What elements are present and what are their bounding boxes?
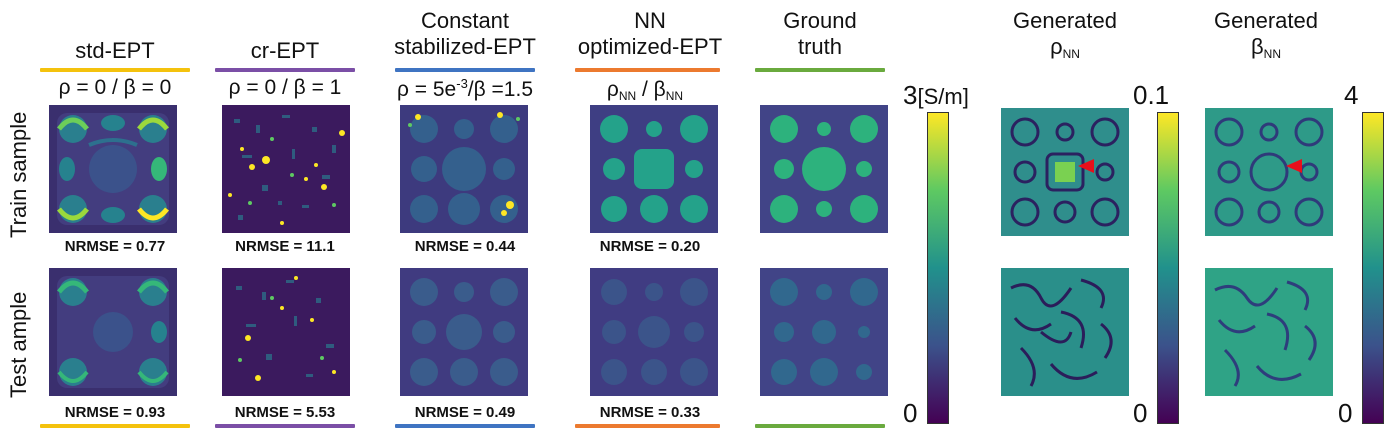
test-constant-ept-image bbox=[400, 268, 528, 396]
test-cr-ept-image bbox=[222, 268, 350, 396]
param-constant-ept: ρ = 5e-3/β =1.5 bbox=[396, 76, 534, 101]
row-label-train: Train sample bbox=[6, 111, 31, 238]
test-nrmse-nn: NRMSE = 0.33 bbox=[599, 404, 701, 421]
bottom-underline-constant bbox=[395, 424, 535, 428]
rho-red-arrow bbox=[1078, 159, 1094, 173]
train-std-ept-image bbox=[49, 105, 177, 233]
rho-nn-test-map bbox=[1001, 268, 1129, 396]
header-nn-optimized-ept: NN optimized-EPT bbox=[577, 8, 723, 59]
train-nrmse-nn: NRMSE = 0.20 bbox=[599, 238, 701, 255]
bottom-underline-nn bbox=[575, 424, 720, 428]
test-nrmse-cr: NRMSE = 5.53 bbox=[234, 404, 336, 421]
underline-nn-ept bbox=[575, 68, 720, 72]
header-constant-stabilized-ept: Constant stabilized-EPT bbox=[394, 8, 536, 59]
beta-nn-test-map bbox=[1205, 268, 1333, 396]
train-nrmse-std: NRMSE = 0.77 bbox=[64, 238, 166, 255]
train-nn-ept-image bbox=[590, 105, 718, 233]
test-nrmse-constant: NRMSE = 0.49 bbox=[414, 404, 516, 421]
beta-red-arrow bbox=[1286, 159, 1302, 173]
rho-nn-train-map bbox=[1001, 108, 1129, 236]
train-constant-ept-image bbox=[400, 105, 528, 233]
train-ground-truth-image bbox=[760, 105, 888, 233]
test-std-ept-image bbox=[49, 268, 177, 396]
train-nrmse-cr: NRMSE = 11.1 bbox=[235, 238, 335, 255]
conductivity-colorbar-max: 3[S/m] bbox=[903, 80, 969, 110]
train-cr-ept-image bbox=[222, 105, 350, 233]
beta-colorbar-min: 0 bbox=[1338, 398, 1353, 428]
row-label-test: Test ample bbox=[6, 291, 31, 398]
header-ground-truth: Ground truth bbox=[783, 8, 857, 59]
param-cr-ept: ρ = 0 / β = 1 bbox=[228, 76, 342, 99]
header-cr-ept: cr-EPT bbox=[250, 38, 320, 63]
beta-colorbar bbox=[1362, 112, 1384, 424]
bottom-underline-std bbox=[40, 424, 190, 428]
underline-cr-ept bbox=[215, 68, 355, 72]
rho-panel-title: Generated ρNN bbox=[1013, 8, 1117, 61]
param-std-ept: ρ = 0 / β = 0 bbox=[58, 76, 172, 99]
rho-colorbar bbox=[1157, 112, 1179, 424]
test-nn-ept-image bbox=[590, 268, 718, 396]
conductivity-colorbar bbox=[927, 112, 949, 424]
underline-constant-ept bbox=[395, 68, 535, 72]
param-nn-ept: ρNN / βNN bbox=[606, 78, 684, 103]
beta-nn-train-map bbox=[1205, 108, 1333, 236]
test-ground-truth-image bbox=[760, 268, 888, 396]
conductivity-colorbar-min: 0 bbox=[903, 398, 918, 428]
bottom-underline-ground-truth bbox=[755, 424, 885, 428]
beta-panel-title: Generated βNN bbox=[1214, 8, 1318, 61]
rho-colorbar-min: 0 bbox=[1133, 398, 1148, 428]
test-nrmse-std: NRMSE = 0.93 bbox=[64, 404, 166, 421]
beta-colorbar-max: 4 bbox=[1344, 80, 1359, 110]
header-std-ept: std-EPT bbox=[75, 38, 155, 63]
train-nrmse-constant: NRMSE = 0.44 bbox=[414, 238, 516, 255]
underline-std-ept bbox=[40, 68, 190, 72]
underline-ground-truth bbox=[755, 68, 885, 72]
bottom-underline-cr bbox=[215, 424, 355, 428]
rho-colorbar-max: 0.1 bbox=[1133, 80, 1170, 110]
